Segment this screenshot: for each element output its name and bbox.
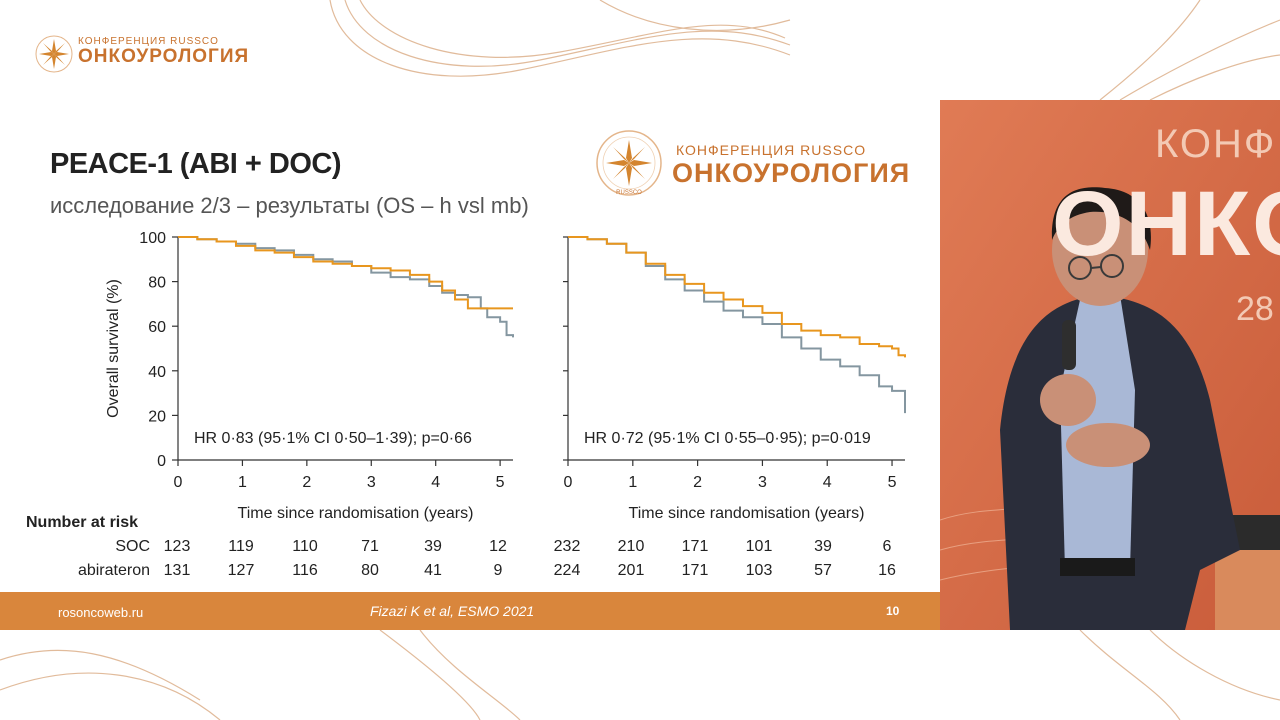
footer-bar: [0, 592, 940, 630]
x-axis-label: Time since randomisation (years): [629, 505, 865, 522]
speaker-hand-left: [1040, 374, 1096, 426]
x-tick-label: 1: [238, 474, 247, 491]
y-tick-label: 40: [148, 364, 166, 381]
brand-conference-label: КОНФЕРЕНЦИЯ RUSSCO: [78, 36, 219, 47]
risk-cell: 171: [681, 538, 709, 555]
risk-cell: 16: [878, 562, 896, 579]
footer-page-number: 10: [886, 604, 900, 618]
x-tick-label: 0: [174, 474, 183, 491]
risk-cell: 110: [292, 538, 318, 555]
risk-row-label: SOC: [115, 538, 150, 555]
slide-brand-title: ОНКОУРОЛОГИЯ: [672, 158, 911, 188]
series-line-soc: [568, 236, 906, 414]
podium: [1215, 545, 1280, 630]
x-tick-label: 2: [302, 474, 311, 491]
hr-annotation: HR 0·83 (95·1% CI 0·50–1·39); p=0·66: [194, 430, 472, 447]
risk-cell: 171: [681, 562, 709, 579]
footer-citation: Fizazi K et al, ESMO 2021: [370, 603, 535, 619]
x-axis-label: Time since randomisation (years): [238, 505, 474, 522]
risk-row-label: abirateron: [77, 562, 150, 579]
speaker-belt: [1060, 558, 1135, 576]
km-chart-right: 0 1 2 3 4 5 Time since randomisation (years) HR…: [563, 236, 906, 522]
speaker-hair: [1051, 187, 1151, 250]
risk-cell: 39: [814, 538, 832, 555]
x-tick-label: 5: [888, 474, 897, 491]
risk-cell: 71: [361, 538, 379, 555]
risk-cell: 80: [361, 562, 379, 579]
risk-cell: 57: [814, 562, 832, 579]
risk-cell: 12: [489, 538, 507, 555]
risk-cell: 103: [745, 562, 773, 579]
stage-backdrop-text-2: ОНКО: [1052, 173, 1280, 275]
x-tick-label: 5: [496, 474, 505, 491]
risk-cell: 127: [227, 562, 255, 579]
y-axis-label: Overall survival (%): [105, 279, 122, 418]
series-line-abirateron: [178, 236, 513, 310]
y-tick-label: 80: [148, 275, 166, 292]
glasses-icon: [1068, 254, 1124, 280]
x-tick-label: 0: [564, 474, 573, 491]
x-tick-label: 3: [367, 474, 376, 491]
brand-title: ОНКОУРОЛОГИЯ: [78, 46, 250, 67]
x-tick-label: 4: [823, 474, 832, 491]
microphone-icon: [1062, 320, 1076, 370]
stage-backdrop-text-1: КОНФ: [1155, 122, 1277, 166]
y-tick-label: 60: [148, 319, 166, 336]
y-tick-label: 100: [139, 230, 166, 247]
risk-cell: 119: [228, 538, 254, 555]
x-tick-label: 1: [628, 474, 637, 491]
risk-cell: 9: [493, 562, 503, 579]
risk-cell: 41: [424, 562, 442, 579]
footer-site: rosoncoweb.ru: [58, 605, 144, 620]
risk-cell: 210: [617, 538, 645, 555]
series-line-soc: [178, 236, 514, 338]
risk-cell: 39: [424, 538, 442, 555]
risk-cell: 101: [745, 538, 773, 555]
x-tick-label: 3: [758, 474, 767, 491]
stage-backdrop-text-3: 28: [1236, 290, 1274, 328]
x-tick-label: 2: [693, 474, 702, 491]
risk-cell: 123: [163, 538, 191, 555]
seal-text: RUSSCO: [616, 190, 642, 196]
series-line-abirateron: [568, 236, 906, 358]
y-tick-label: 20: [148, 408, 166, 425]
risk-cell: 131: [163, 562, 191, 579]
slide-brand-conference-label: КОНФЕРЕНЦИЯ RUSSCO: [676, 142, 867, 158]
hr-annotation: HR 0·72 (95·1% CI 0·55–0·95); p=0·019: [584, 430, 871, 447]
risk-cell: 224: [553, 562, 581, 579]
risk-cell: 116: [292, 562, 318, 579]
risk-table-title: Number at risk: [26, 514, 139, 531]
x-tick-label: 4: [431, 474, 440, 491]
speaker-video: [940, 100, 1280, 630]
russco-seal-logo: RUSSCO: [596, 130, 662, 196]
slide-title: PEACE-1 (ABI + DOC): [50, 148, 342, 180]
risk-cell: 232: [553, 538, 581, 555]
speaker-hand-right: [1066, 423, 1150, 467]
risk-cell: 201: [617, 562, 645, 579]
slide-subtitle: исследование 2/3 – результаты (OS – h vs…: [50, 193, 529, 218]
risk-cell: 6: [882, 538, 892, 555]
russco-sun-logo-small: [35, 35, 73, 73]
y-tick-label: 0: [157, 453, 166, 470]
km-chart-left: 0 1 2 3 4 5 0 20 40 60 80 100 Time since randomisati…: [105, 230, 514, 522]
